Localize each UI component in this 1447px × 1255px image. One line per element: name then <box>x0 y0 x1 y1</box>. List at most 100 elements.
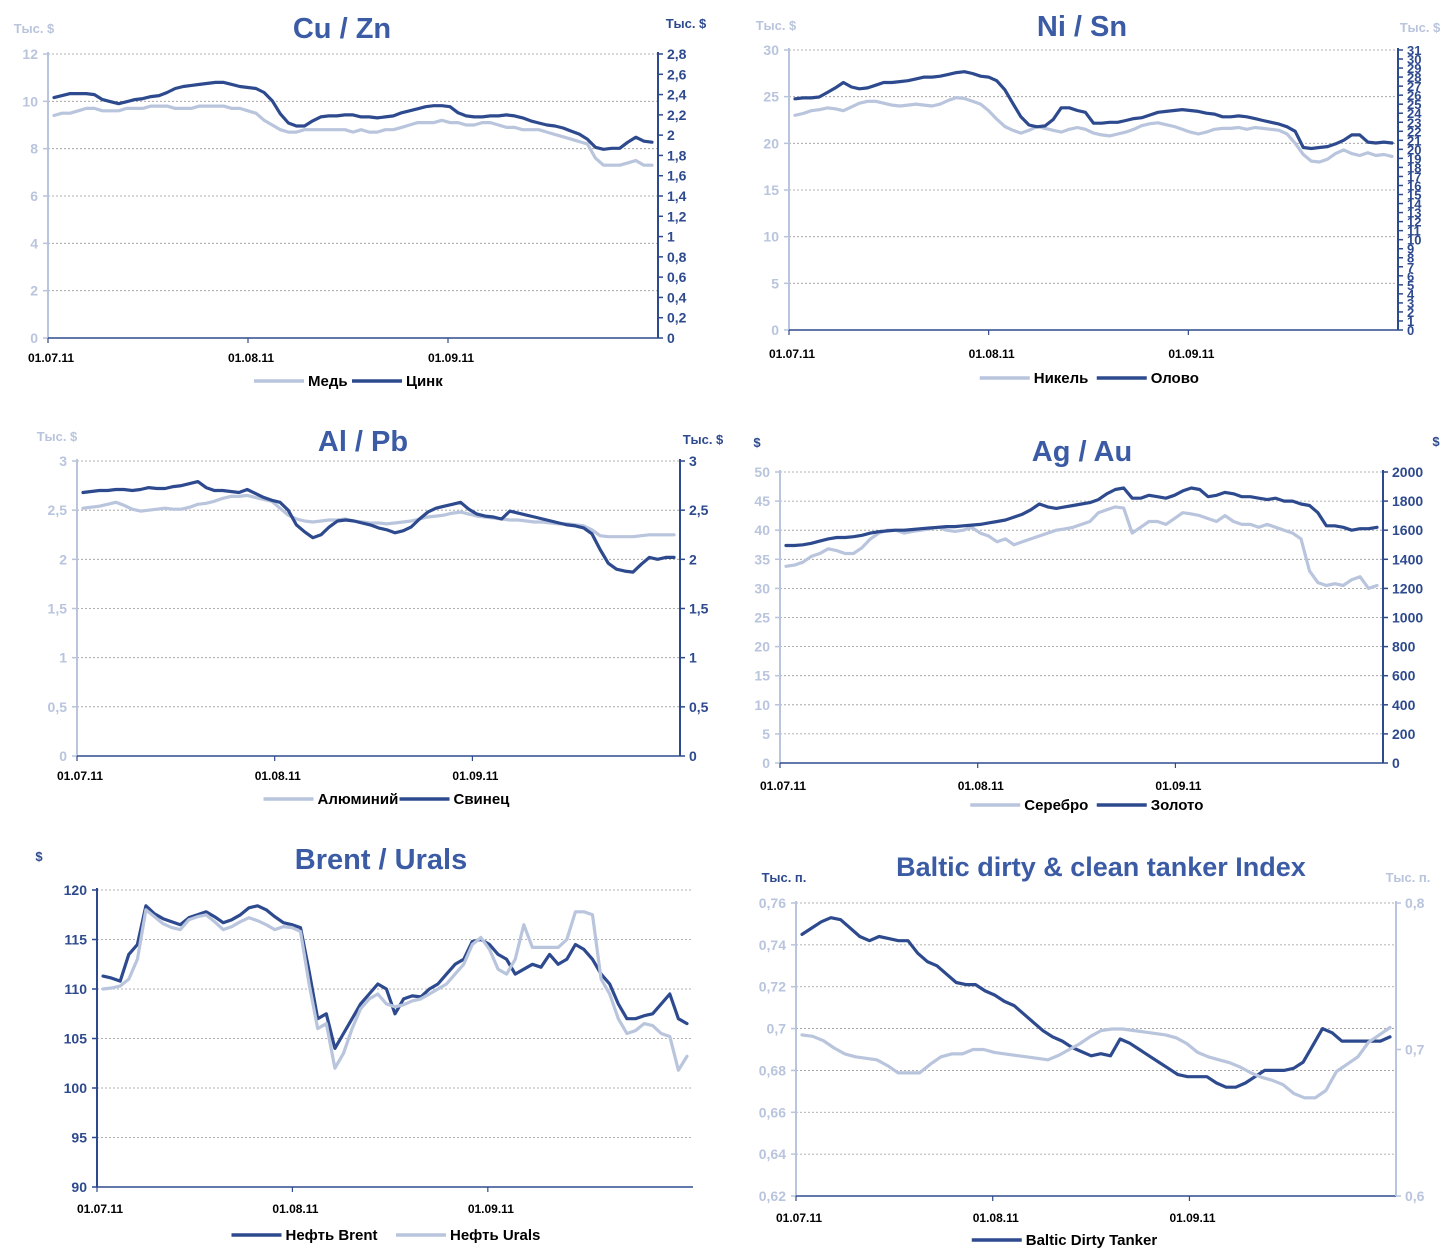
left-tick-label: 5 <box>762 726 770 742</box>
x-tick-label: 01.08.11 <box>255 769 301 783</box>
right-tick-label: 0,8 <box>1405 895 1425 911</box>
series-line-1 <box>784 505 1379 591</box>
left-tick-label: 95 <box>71 1130 87 1146</box>
right-tick-label: 0,2 <box>667 310 687 326</box>
right-tick-label: 20 <box>1407 142 1421 157</box>
legend-label: Алюминий <box>318 791 399 808</box>
left-tick-label: 90 <box>71 1179 87 1195</box>
right-tick-label: 1000 <box>1392 610 1423 626</box>
x-tick-label: 01.09.11 <box>1155 779 1201 793</box>
chart-6: 0,62 0,64 0,66 0,68 0,7 0,72 0,74 0,76 01.07.11 0… <box>759 852 1431 1249</box>
x-tick-label: 01.09.11 <box>452 769 498 783</box>
right-tick-label: 1,2 <box>667 208 687 224</box>
chart-3: 0 0,5 1 1,5 2 2,5 3 01.07.11 01.08.11 01.09.11 0 0,… <box>37 426 724 808</box>
chart-title: Ni / Sn <box>1037 11 1127 43</box>
right-tick-label: 1400 <box>1392 551 1423 567</box>
right-tick-label: 14 <box>1407 197 1422 212</box>
right-tick-label: 23 <box>1407 115 1421 130</box>
left-tick-label: 8 <box>30 141 38 157</box>
left-tick-label: 10 <box>22 93 38 109</box>
right-tick-label: 1600 <box>1392 522 1423 538</box>
right-unit-label: Тыс. $ <box>1400 20 1441 35</box>
left-tick-label: 40 <box>754 522 770 538</box>
right-tick-label: 3 <box>689 453 697 469</box>
series-line-1 <box>793 95 1394 164</box>
left-tick-label: 15 <box>754 668 770 684</box>
x-tick-label: 01.07.11 <box>776 1211 822 1225</box>
left-tick-label: 25 <box>763 89 779 105</box>
left-tick-label: 115 <box>64 932 87 948</box>
right-tick-label: 1 <box>689 650 697 666</box>
chart-title: Cu / Zn <box>293 13 391 45</box>
left-unit-label: Тыс. $ <box>37 429 78 444</box>
right-tick-label: 400 <box>1392 697 1416 713</box>
chart-5: 90 95 100 105 110 115 120 01.07.11 01.08.11 01.09… <box>35 844 693 1244</box>
right-tick-label: 4 <box>1407 287 1415 302</box>
right-tick-label: 200 <box>1392 726 1416 742</box>
series-line-1 <box>101 904 689 1051</box>
left-tick-label: 0 <box>59 748 67 764</box>
right-tick-label: 19 <box>1407 151 1421 166</box>
right-tick-label: 2,4 <box>667 87 687 103</box>
right-tick-label: 8 <box>1407 251 1414 266</box>
x-tick-label: 01.07.11 <box>28 351 74 365</box>
right-tick-label: 15 <box>1407 188 1421 203</box>
right-tick-label: 17 <box>1407 169 1421 184</box>
left-tick-label: 20 <box>763 135 779 151</box>
right-tick-label: 28 <box>1407 70 1421 85</box>
left-tick-label: 3 <box>59 453 67 469</box>
right-tick-label: 1 <box>1407 314 1414 329</box>
series-line-2 <box>800 1025 1392 1100</box>
right-tick-label: 6 <box>1407 269 1414 284</box>
left-tick-label: 45 <box>754 493 770 509</box>
chart-title: Ag / Au <box>1032 436 1132 468</box>
left-unit-label: Тыс. $ <box>756 18 797 33</box>
left-tick-label: 6 <box>30 188 38 204</box>
left-unit-label: $ <box>753 435 761 450</box>
right-tick-label: 9 <box>1407 242 1414 257</box>
left-tick-label: 110 <box>64 981 87 997</box>
right-tick-label: 22 <box>1407 124 1421 139</box>
left-tick-label: 30 <box>763 42 779 58</box>
left-tick-label: 20 <box>754 639 770 655</box>
left-tick-label: 0,5 <box>48 699 68 715</box>
right-tick-label: 21 <box>1407 133 1421 148</box>
right-tick-label: 2000 <box>1392 464 1423 480</box>
right-tick-label: 13 <box>1407 206 1421 221</box>
right-tick-label: 0,8 <box>667 249 687 265</box>
legend-label: Олово <box>1151 370 1199 387</box>
x-tick-label: 01.08.11 <box>272 1202 318 1216</box>
right-tick-label: 3 <box>1407 296 1414 311</box>
right-tick-label: 5 <box>1407 278 1414 293</box>
left-tick-label: 2 <box>30 283 38 299</box>
right-tick-label: 1200 <box>1392 580 1423 596</box>
chart-title: Baltic dirty & clean tanker Index <box>896 852 1306 882</box>
left-tick-label: 0 <box>30 330 38 346</box>
left-tick-label: 100 <box>64 1080 88 1096</box>
series-line-2 <box>81 480 676 574</box>
right-tick-label: 1,8 <box>667 147 687 163</box>
legend-label: Нефть Brent <box>286 1227 378 1244</box>
right-tick-label: 2,5 <box>689 502 709 518</box>
right-unit-label: Тыс. п. <box>1386 870 1431 885</box>
x-tick-label: 01.09.11 <box>1168 347 1214 361</box>
series-line-2 <box>52 80 654 151</box>
left-tick-label: 5 <box>771 275 779 291</box>
left-tick-label: 105 <box>64 1031 88 1047</box>
right-tick-label: 1800 <box>1392 493 1423 509</box>
right-tick-label: 1,4 <box>667 188 687 204</box>
right-tick-label: 0,4 <box>667 289 687 305</box>
right-tick-label: 0 <box>689 748 697 764</box>
chart-4: 0 5 10 15 20 25 30 35 40 45 50 01.07.11 01.08.11 01.0… <box>753 434 1440 814</box>
left-tick-label: 10 <box>763 229 779 245</box>
right-tick-label: 11 <box>1407 224 1421 239</box>
right-unit-label: Тыс. $ <box>666 16 707 31</box>
right-tick-label: 0,6 <box>667 269 687 285</box>
left-tick-label: 2 <box>59 551 67 567</box>
right-tick-label: 2 <box>689 551 697 567</box>
right-tick-label: 26 <box>1407 88 1421 103</box>
right-tick-label: 30 <box>1407 52 1421 67</box>
